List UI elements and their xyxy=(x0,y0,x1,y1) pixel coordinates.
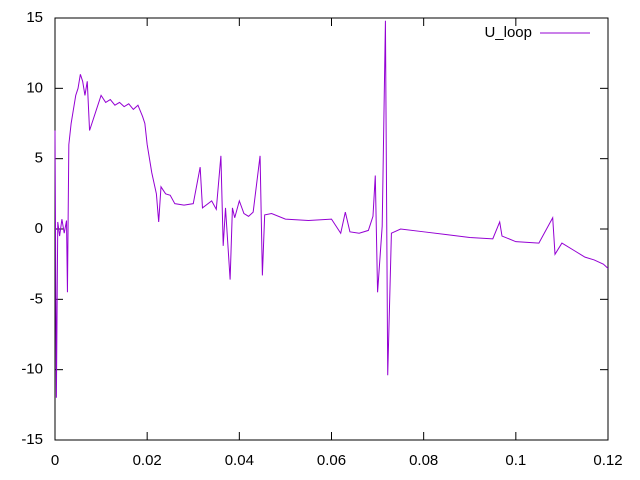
x-tick-label: 0.04 xyxy=(225,452,254,469)
x-tick-label: 0.12 xyxy=(593,452,622,469)
x-tick-label: 0 xyxy=(51,452,59,469)
y-tick-label: 10 xyxy=(26,79,43,96)
legend-label: U_loop xyxy=(484,24,532,41)
data-line xyxy=(54,20,609,398)
y-tick-label: -10 xyxy=(21,361,43,378)
y-tick-label: 0 xyxy=(35,220,43,237)
y-tick-label: -5 xyxy=(30,290,43,307)
x-tick-label: 0.08 xyxy=(409,452,438,469)
y-tick-label: 15 xyxy=(26,9,43,26)
x-tick-label: 0.02 xyxy=(133,452,162,469)
plot-border xyxy=(54,17,609,441)
x-tick-label: 0.1 xyxy=(505,452,526,469)
y-tick-label: 5 xyxy=(35,150,43,167)
y-tick-label: -15 xyxy=(21,431,43,448)
x-tick-label: 0.06 xyxy=(317,452,346,469)
